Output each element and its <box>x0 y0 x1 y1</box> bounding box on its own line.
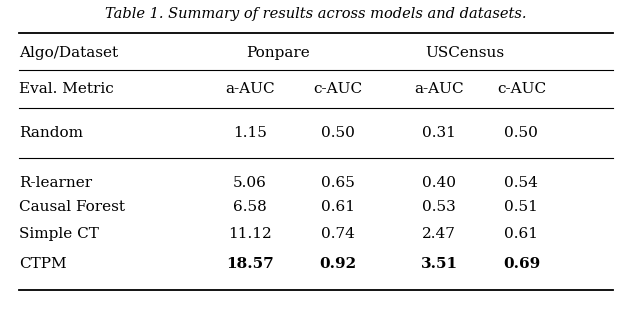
Text: 0.51: 0.51 <box>504 201 538 214</box>
Text: 0.69: 0.69 <box>503 257 540 271</box>
Text: Table 1. Summary of results across models and datasets.: Table 1. Summary of results across model… <box>106 7 526 21</box>
Text: 6.58: 6.58 <box>233 201 267 214</box>
Text: Random: Random <box>19 126 83 139</box>
Text: 0.50: 0.50 <box>504 126 538 139</box>
Text: Eval. Metric: Eval. Metric <box>19 82 114 96</box>
Text: 5.06: 5.06 <box>233 176 267 189</box>
Text: 3.51: 3.51 <box>421 257 458 271</box>
Text: 0.53: 0.53 <box>422 201 456 214</box>
Text: 0.65: 0.65 <box>321 176 355 189</box>
Text: 2.47: 2.47 <box>422 227 456 241</box>
Text: c-AUC: c-AUC <box>313 82 363 96</box>
Text: 1.15: 1.15 <box>233 126 267 139</box>
Text: 0.50: 0.50 <box>321 126 355 139</box>
Text: 0.40: 0.40 <box>422 176 456 189</box>
Text: 0.54: 0.54 <box>504 176 538 189</box>
Text: Causal Forest: Causal Forest <box>19 201 125 214</box>
Text: 11.12: 11.12 <box>228 227 272 241</box>
Text: 0.61: 0.61 <box>321 201 355 214</box>
Text: a-AUC: a-AUC <box>415 82 464 96</box>
Text: USCensus: USCensus <box>425 46 504 60</box>
Text: 0.61: 0.61 <box>504 227 538 241</box>
Text: 0.92: 0.92 <box>320 257 356 271</box>
Text: a-AUC: a-AUC <box>225 82 274 96</box>
Text: CTPM: CTPM <box>19 257 66 271</box>
Text: 0.31: 0.31 <box>422 126 456 139</box>
Text: 0.74: 0.74 <box>321 227 355 241</box>
Text: Simple CT: Simple CT <box>19 227 99 241</box>
Text: Algo/Dataset: Algo/Dataset <box>19 46 118 60</box>
Text: Ponpare: Ponpare <box>246 46 310 60</box>
Text: c-AUC: c-AUC <box>497 82 546 96</box>
Text: 18.57: 18.57 <box>226 257 274 271</box>
Text: R-learner: R-learner <box>19 176 92 189</box>
